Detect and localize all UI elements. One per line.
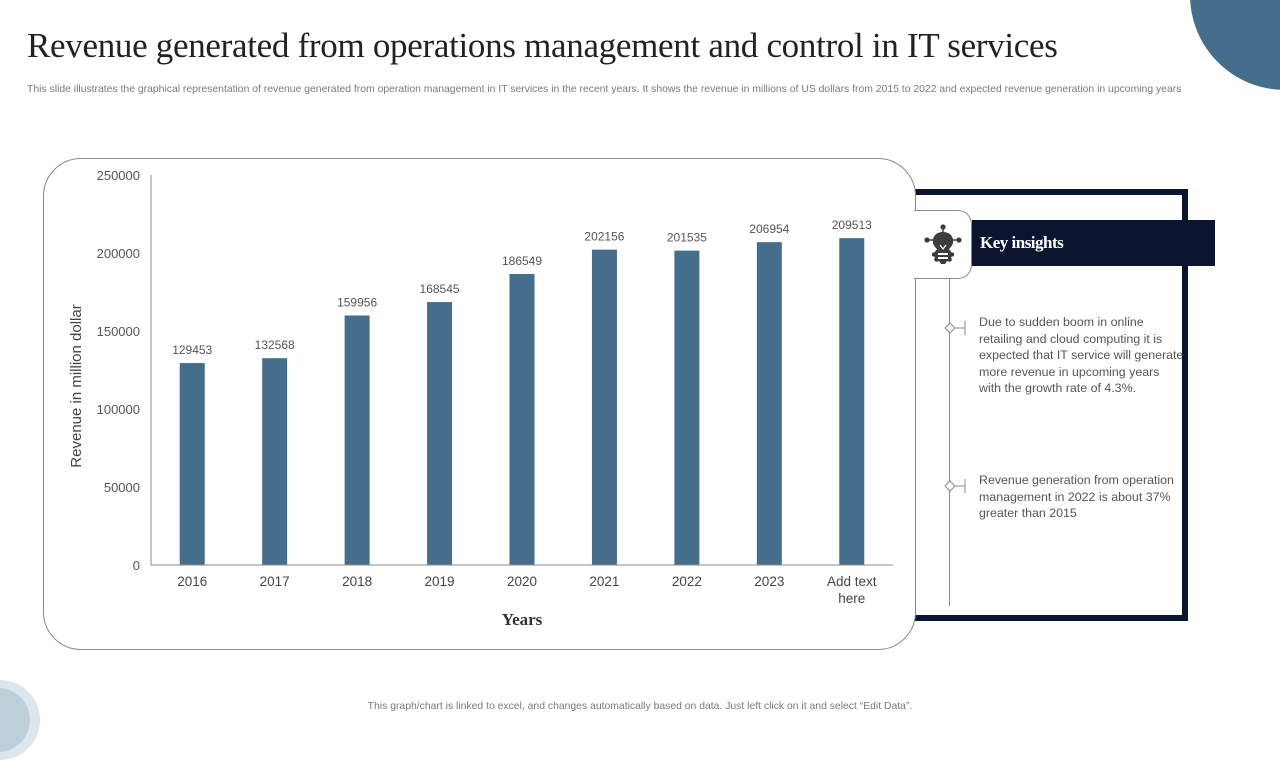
bar-data-label: 159956 [337, 295, 377, 309]
footer-note: This graph/chart is linked to excel, and… [367, 701, 913, 712]
corner-decoration-top-right [1190, 0, 1280, 90]
bar-data-label: 206954 [749, 222, 789, 236]
x-tick-label: 2022 [672, 574, 702, 589]
x-tick-label: 2016 [177, 574, 207, 589]
x-tick-label: 2018 [342, 574, 372, 589]
insights-header-label: Key insights [980, 233, 1064, 252]
y-tick-label: 50000 [104, 480, 140, 495]
bar[interactable] [591, 249, 617, 565]
bar-data-label: 129453 [172, 343, 212, 357]
x-axis-title: Years [502, 610, 543, 629]
y-tick-label: 200000 [97, 246, 140, 261]
insight-text: Revenue generation from operation manage… [979, 473, 1174, 520]
x-tick-label: 2019 [425, 574, 455, 589]
revenue-bar-chart[interactable]: 0 50000 100000 150000 200000 250000 129453 132… [44, 159, 915, 649]
insights-header: Key insights [972, 220, 1215, 266]
bar-data-label: 209513 [832, 218, 872, 232]
bar-data-label: 186549 [502, 254, 542, 268]
y-tick-label: 250000 [97, 168, 140, 183]
chart-card[interactable]: 0 50000 100000 150000 200000 250000 129453 132… [43, 158, 916, 650]
lightbulb-gear-icon [923, 223, 962, 264]
insight-text: Due to sudden boom in online retailing a… [979, 315, 1184, 395]
bar[interactable] [344, 315, 370, 565]
slide-title: Revenue generated from operations manage… [27, 26, 1058, 65]
bar[interactable] [427, 302, 453, 565]
x-tick-label: 2021 [589, 574, 619, 589]
x-tick-label: 2020 [507, 574, 537, 589]
bar[interactable] [509, 273, 535, 565]
timeline-line [949, 278, 950, 606]
x-tick-label: 2017 [260, 574, 290, 589]
x-tick-label: here [838, 591, 865, 606]
y-tick-label: 100000 [97, 402, 140, 417]
bar[interactable] [674, 250, 700, 565]
slide-subtitle: This slide illustrates the graphical rep… [27, 84, 1182, 95]
bar[interactable] [839, 238, 865, 565]
bar[interactable] [179, 363, 205, 565]
diamond-marker-icon [944, 479, 966, 493]
x-tick-label: 2023 [754, 574, 784, 589]
insights-icon-box [914, 210, 972, 279]
y-tick-label: 0 [133, 558, 140, 573]
bar[interactable] [262, 358, 288, 565]
bar-data-label: 201535 [667, 231, 707, 245]
bar-data-label: 132568 [255, 338, 295, 352]
bar[interactable] [756, 242, 782, 565]
y-axis-title: Revenue in million dollar [68, 304, 85, 467]
x-tick-label: Add text [827, 574, 877, 589]
bar-data-label: 168545 [420, 282, 460, 296]
bar-data-label: 202156 [584, 230, 624, 244]
y-tick-label: 150000 [97, 324, 140, 339]
diamond-marker-icon [944, 321, 966, 335]
